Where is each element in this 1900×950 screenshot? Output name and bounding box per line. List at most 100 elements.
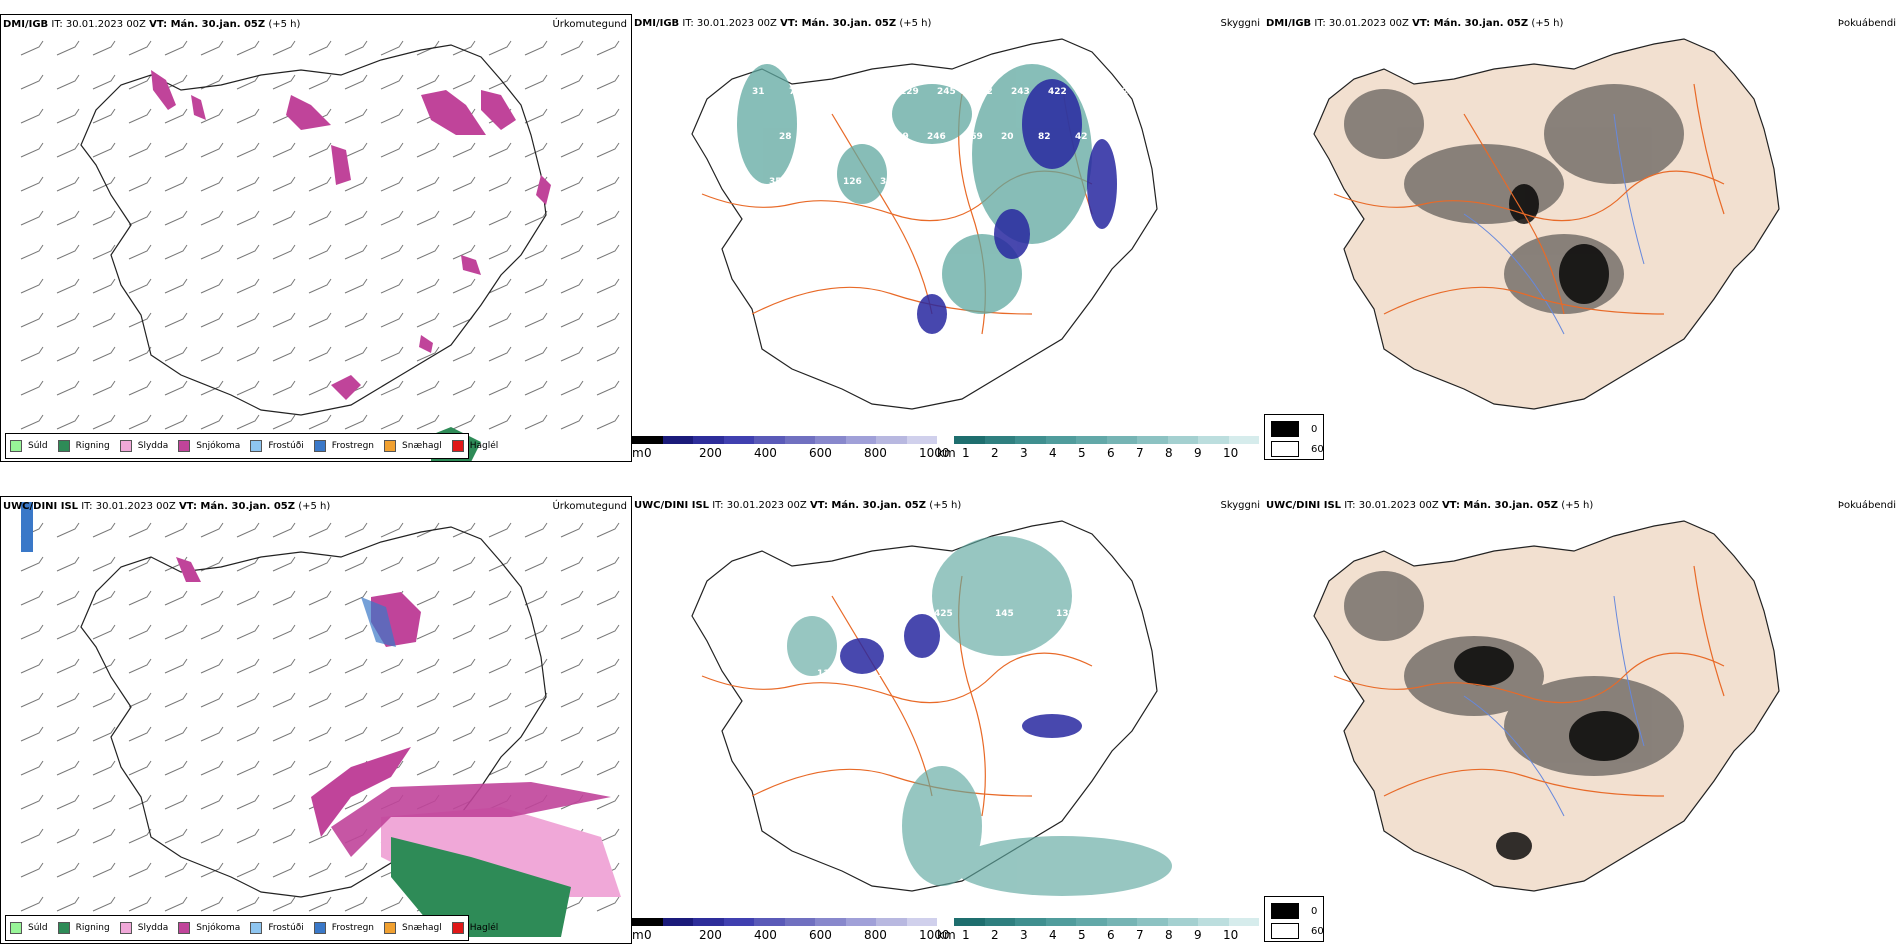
wind-barb: [488, 40, 512, 56]
wind-barb: [560, 108, 584, 124]
colorbar-tick: 2: [991, 446, 999, 460]
wind-barb: [524, 624, 548, 640]
wind-barb: [272, 346, 296, 362]
wind-barb: [344, 74, 368, 90]
colorbar-m-segment: [662, 918, 693, 926]
wind-barb: [488, 556, 512, 572]
init-time: IT: 30.01.2023 00Z: [1314, 18, 1409, 29]
colorbar-tick: 1000: [919, 446, 950, 460]
wind-barb: [92, 176, 116, 192]
wind-barb: [128, 244, 152, 260]
wind-barb: [596, 380, 620, 396]
wind-barb: [308, 624, 332, 640]
wind-barb: [416, 624, 440, 640]
wind-barb: [56, 210, 80, 226]
colorbar-tick: 1: [962, 928, 970, 942]
legend-swatch: [178, 440, 191, 452]
fog-legend-label: 60: [1311, 443, 1324, 455]
visibility-value: 149: [890, 132, 909, 142]
wind-barb: [56, 726, 80, 742]
wind-barb: [596, 896, 620, 912]
wind-barb: [344, 142, 368, 158]
wind-barb: [164, 244, 188, 260]
wind-barb: [128, 312, 152, 328]
wind-barb: [596, 624, 620, 640]
colorbar-km-segment: [1045, 918, 1076, 926]
wind-barb: [272, 380, 296, 396]
legend-label: Snæhagl: [402, 923, 442, 933]
map-fog-top: [1313, 38, 1780, 410]
wind-barb: [92, 794, 116, 810]
colorbar-m-segment: [754, 436, 785, 444]
wind-barb: [56, 692, 80, 708]
wind-barb: [344, 692, 368, 708]
teal-visibility: [787, 536, 1172, 896]
colorbar-tick: 10: [1223, 446, 1239, 460]
legend-swatch: [178, 922, 191, 934]
wind-barb: [488, 278, 512, 294]
wind-barb: [560, 312, 584, 328]
wind-barb: [452, 624, 476, 640]
valid-time: VT: Mán. 30.jan. 05Z: [1441, 500, 1558, 511]
legend-label: Haglél: [469, 441, 499, 451]
wind-barb: [416, 176, 440, 192]
wind-barb: [20, 794, 44, 810]
wind-barb: [596, 692, 620, 708]
wind-barb: [272, 522, 296, 538]
wind-barb: [272, 590, 296, 606]
wind-barb: [272, 658, 296, 674]
wind-barb: [596, 142, 620, 158]
panel-precip-type-bottom: UWC/DINI ISL IT: 30.01.2023 00Z VT: Mán.…: [0, 496, 632, 944]
wind-barb: [200, 346, 224, 362]
wind-barb: [128, 380, 152, 396]
wind-barb: [56, 312, 80, 328]
wind-barb: [416, 278, 440, 294]
legend-item: Frostregn: [313, 440, 374, 452]
wind-barb: [164, 380, 188, 396]
wind-barb: [164, 624, 188, 640]
wind-barb: [524, 244, 548, 260]
colorbar-m-segment: [815, 918, 846, 926]
wind-barb: [236, 522, 260, 538]
wind-barb: [380, 522, 404, 538]
wind-barb: [416, 142, 440, 158]
wind-barb: [200, 522, 224, 538]
map-precip-bottom: [20, 502, 621, 937]
wind-barb: [560, 556, 584, 572]
colorbar-km-segment: [954, 918, 985, 926]
model-name: DMI/IGB: [1266, 18, 1312, 29]
fog-legend-row: 0: [1271, 421, 1317, 437]
wind-barb: [416, 312, 440, 328]
panel-title: Þokuábendi: [1837, 500, 1896, 511]
wind-barb: [344, 312, 368, 328]
wind-barb: [308, 522, 332, 538]
colorbar-unit: m: [632, 446, 644, 460]
wind-barb: [92, 210, 116, 226]
visibility-value: 28: [779, 132, 792, 142]
wind-barb: [56, 658, 80, 674]
legend-swatch: [313, 922, 326, 934]
panel-header: DMI/IGB IT: 30.01.2023 00Z VT: Mán. 30.j…: [1266, 18, 1563, 29]
wind-barb: [56, 346, 80, 362]
wind-barb: [128, 176, 152, 192]
colorbar-m-segment: [693, 918, 724, 926]
wind-barb: [416, 658, 440, 674]
wind-barb: [92, 692, 116, 708]
visibility-value: 117: [817, 669, 836, 679]
wind-barb: [56, 556, 80, 572]
wind-barb: [128, 590, 152, 606]
colorbar-tick: 800: [864, 928, 887, 942]
visibility-value: 20: [1001, 132, 1014, 142]
legend-item: Slydda: [119, 440, 168, 452]
fog-legend-swatch: [1271, 923, 1299, 939]
colorbar-m-segment: [662, 436, 693, 444]
panel-header: DMI/IGB IT: 30.01.2023 00Z VT: Mán. 30.j…: [3, 19, 300, 30]
wind-barb: [164, 726, 188, 742]
navy-visibility: [917, 79, 1117, 334]
visibility-value: 160: [1085, 87, 1104, 97]
wind-barb: [380, 210, 404, 226]
colorbar-m-segment: [906, 918, 937, 926]
panel-header: UWC/DINI ISL IT: 30.01.2023 00Z VT: Mán.…: [634, 500, 961, 511]
wind-barb: [272, 726, 296, 742]
wind-barb: [488, 142, 512, 158]
